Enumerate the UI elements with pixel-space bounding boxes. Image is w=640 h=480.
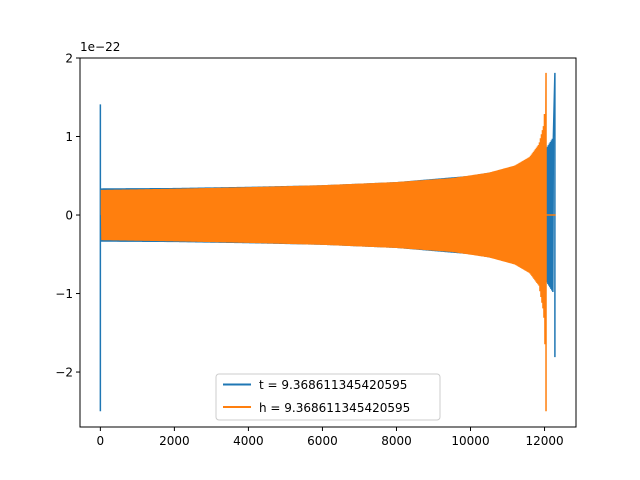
y-tick-label: −1 (55, 287, 73, 301)
x-axis: 0 2000 4000 6000 8000 10000 12000 (97, 427, 564, 448)
x-tick-label: 4000 (233, 434, 264, 448)
plot-area (99, 72, 556, 412)
x-tick-label: 10000 (451, 434, 489, 448)
legend: t = 9.368611345420595 h = 9.368611345420… (215, 373, 441, 421)
x-tick-label: 2000 (159, 434, 190, 448)
legend-box (215, 373, 441, 421)
series-1 (100, 72, 556, 412)
y-tick-label: 2 (65, 52, 73, 66)
y-axis: −2 −1 0 1 2 (55, 52, 80, 380)
legend-label-t: t = 9.368611345420595 (259, 378, 407, 392)
x-tick-label: 12000 (525, 434, 563, 448)
y-tick-label: 1 (65, 130, 73, 144)
legend-label-h: h = 9.368611345420595 (259, 401, 410, 415)
x-tick-label: 8000 (381, 434, 412, 448)
x-tick-label: 6000 (307, 434, 338, 448)
axes-frame (79, 57, 577, 428)
y-tick-label: −2 (55, 366, 73, 380)
y-tick-label: 0 (65, 209, 73, 223)
y-offset-text: 1e−22 (80, 40, 120, 54)
x-tick-label: 0 (97, 434, 105, 448)
series-line-1 (100, 72, 556, 412)
